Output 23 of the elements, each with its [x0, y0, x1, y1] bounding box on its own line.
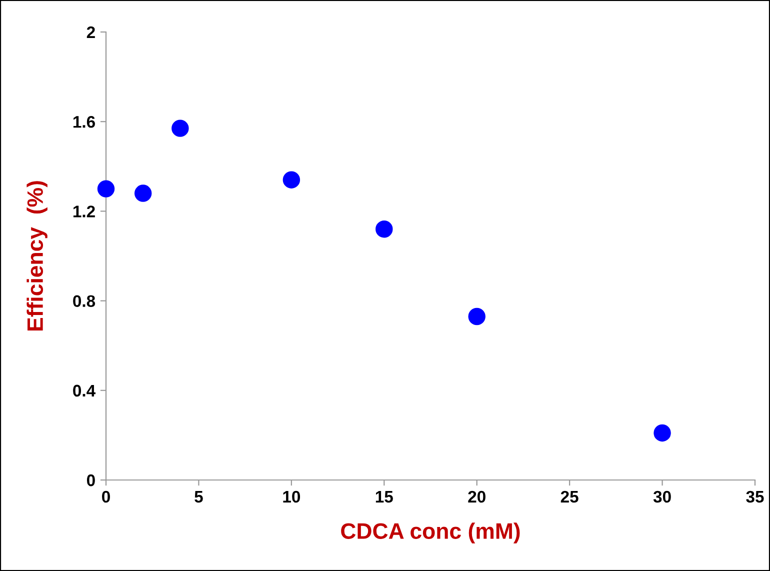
- x-tick-label: 0: [102, 490, 110, 503]
- point: [97, 180, 115, 198]
- y-tick-label: 0.4: [73, 384, 96, 397]
- y-tick-label: 1.2: [73, 206, 95, 218]
- y-axis-title: Efficiency (%): [26, 181, 48, 330]
- x-tick-label: 5: [194, 491, 203, 503]
- y-tick-label: 2: [86, 26, 95, 38]
- point: [654, 424, 671, 442]
- point: [468, 308, 486, 326]
- point: [376, 220, 393, 238]
- x-tick-label: 30: [653, 490, 671, 503]
- x-tick-label: 25: [560, 490, 578, 503]
- x-axis-title: CDCA conc (mM): [341, 522, 520, 544]
- point: [282, 171, 300, 188]
- point: [172, 120, 189, 137]
- y-tick-label: 0: [86, 474, 95, 486]
- x-tick-label: 15: [376, 491, 393, 503]
- x-tick-label: 20: [468, 490, 486, 503]
- y-tick-label: 0.8: [73, 295, 96, 308]
- y-tick-label: 1.6: [73, 116, 95, 128]
- x-tick-label: 35: [746, 490, 764, 503]
- x-tick-label: 10: [283, 490, 300, 503]
- point: [134, 184, 152, 202]
